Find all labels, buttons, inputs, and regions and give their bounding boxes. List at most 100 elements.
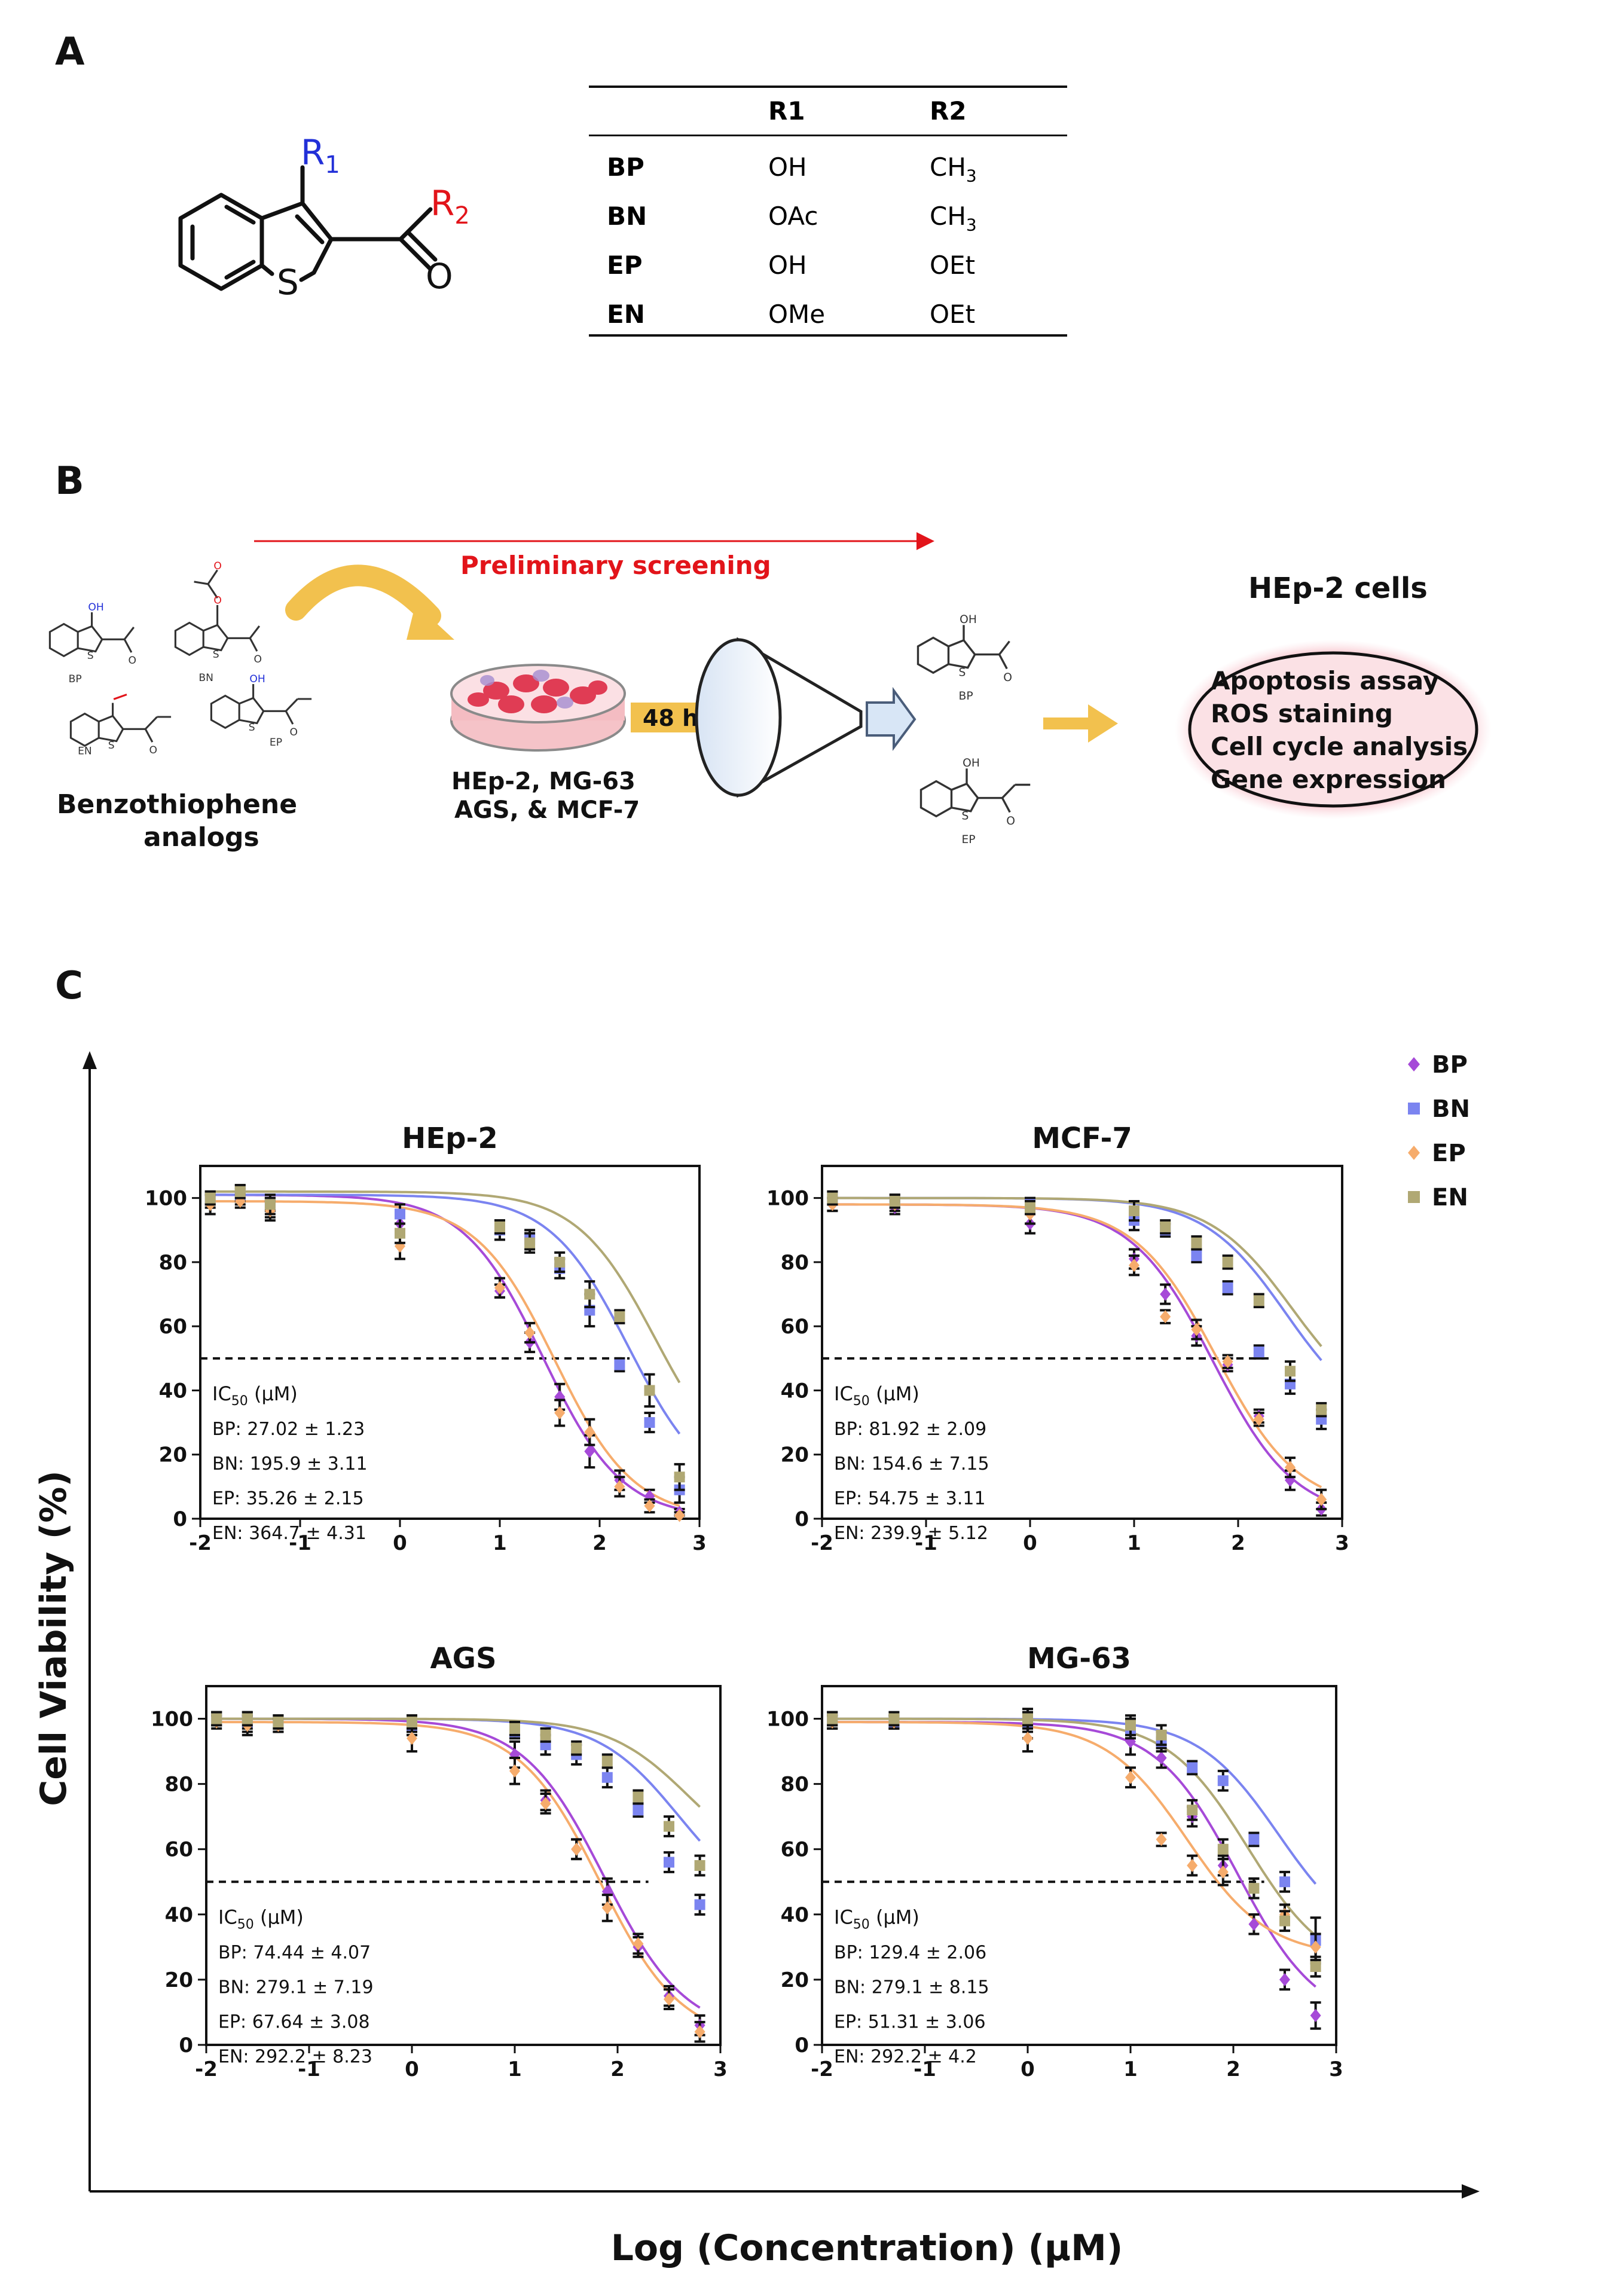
ic50-value-ep: EP: 54.75 ± 3.11 — [834, 1488, 986, 1509]
x-tick-label: 3 — [692, 1531, 707, 1555]
legend-label-bn: BN — [1432, 1095, 1470, 1123]
plot-title: HEp-2 — [402, 1122, 498, 1155]
ic50-separator: : — [859, 1523, 870, 1544]
y-tick-label: 20 — [781, 1443, 809, 1467]
fit-curve-bn — [832, 1196, 1322, 1361]
data-point-ep — [1316, 1492, 1327, 1506]
x-tick-label: 0 — [1023, 1531, 1037, 1555]
r2-text: OEt — [930, 300, 976, 329]
svg-text:EP: EP — [270, 737, 282, 749]
y-tick-label: 40 — [781, 1379, 809, 1403]
svg-text:O: O — [1006, 815, 1015, 828]
data-point-ep — [664, 1992, 674, 2006]
data-point-bn — [1187, 1762, 1198, 1773]
svg-text:EP: EP — [962, 833, 976, 846]
y-tick-label: 60 — [159, 1315, 187, 1339]
data-point-ep — [494, 1281, 505, 1294]
data-point-en — [1160, 1221, 1171, 1232]
panel-label-c: C — [55, 964, 83, 1008]
x-tick-label: 3 — [1335, 1531, 1349, 1555]
ic50-value-ep: EP: 35.26 ± 2.15 — [212, 1488, 364, 1509]
data-point-bn — [1222, 1282, 1233, 1293]
x-tick-label: 3 — [713, 2057, 728, 2081]
y-tick-label: 20 — [159, 1443, 187, 1467]
data-point-en — [584, 1289, 595, 1300]
workflow-diagram: Preliminary screening OH S O BP O — [48, 532, 1492, 853]
ic50-separator: : — [240, 2011, 252, 2032]
y-tick-label: 40 — [159, 1379, 187, 1403]
target-title: HEp-2 cells — [1248, 572, 1428, 605]
selected-molecule-bp: OH S O BP — [916, 613, 1012, 703]
x-tick-label: 0 — [1021, 2057, 1035, 2081]
fit-curve-ep — [216, 1721, 701, 2018]
plot-frame — [821, 1165, 1343, 1520]
table-cell-r1: OH — [768, 251, 807, 280]
ic50-value-bp: BP: 74.44 ± 4.07 — [218, 1942, 371, 1963]
data-point-bp — [1248, 1918, 1260, 1931]
fit-curve-en — [832, 1196, 1322, 1347]
data-point-ep — [395, 1239, 405, 1253]
assay-ros: ROS staining — [1211, 699, 1393, 728]
svg-text:O: O — [128, 655, 136, 667]
r1-label: R1 — [301, 132, 340, 179]
data-point-en — [1222, 1256, 1233, 1268]
ic50-heading: IC50 (µM) — [212, 1382, 298, 1409]
ic50-value-en: EN: 364.7 ± 4.31 — [212, 1523, 366, 1544]
data-point-ep — [614, 1480, 625, 1494]
data-point-en — [888, 1713, 900, 1724]
fit-curve-bn — [216, 1717, 701, 1842]
ic50-value-ep: EP: 51.31 ± 3.06 — [834, 2011, 986, 2032]
ic50-value-bn: BN: 279.1 ± 7.19 — [218, 1977, 374, 1998]
plot-ags: AGS -2 -1 0 1 2 3 0 20 40 60 80 100 IC50 (µM) BP: 74.4… — [151, 1642, 728, 2081]
data-point-bn — [1217, 1775, 1229, 1787]
plot-mcf-7: MCF-7 -2 -1 0 1 2 3 0 20 40 60 80 100 IC50 (µM) BP: 81… — [766, 1122, 1349, 1555]
table-cell-compound: BN — [607, 201, 647, 231]
x-tick-label: 2 — [1231, 1531, 1245, 1555]
data-point-ep — [540, 1797, 551, 1810]
fit-curve-ep — [832, 1203, 1322, 1489]
x-tick-label: 2 — [592, 1531, 607, 1555]
x-tick-label: 0 — [393, 1531, 407, 1555]
legend-marker-bp — [1408, 1057, 1420, 1071]
x-tick-label: 0 — [405, 2057, 419, 2081]
ic50-value-en: EN: 292.2 ± 8.23 — [218, 2046, 372, 2067]
data-point-bn — [644, 1417, 655, 1428]
data-point-en — [264, 1199, 276, 1210]
data-point-ep — [1217, 1865, 1229, 1879]
data-point-bp — [1310, 2008, 1321, 2022]
molecule-en: S O EN — [69, 694, 172, 757]
legend-label-ep: EP — [1432, 1140, 1466, 1167]
x-tick-label: -1 — [914, 2057, 936, 2081]
ic50-separator: : — [860, 1454, 872, 1474]
cell-lines-line2: AGS, & MCF-7 — [454, 796, 640, 824]
data-point-en — [664, 1821, 674, 1832]
y-tick-label: 80 — [781, 1251, 809, 1275]
molecule-bp: OH S O BP — [48, 602, 136, 685]
table-cell-compound: BP — [607, 152, 644, 182]
ic50-value-bp: BP: 27.02 ± 1.23 — [212, 1419, 365, 1440]
legend-label-bp: BP — [1432, 1051, 1468, 1079]
svg-text:OH: OH — [249, 673, 265, 685]
data-point-en — [509, 1723, 520, 1734]
svg-text:S: S — [249, 722, 255, 734]
r2-subscript: 3 — [966, 215, 977, 235]
data-point-en — [614, 1311, 625, 1323]
data-point-ep — [1187, 1859, 1198, 1872]
ic50-heading: IC50 (µM) — [218, 1906, 304, 1932]
x-tick-label: -2 — [195, 2057, 218, 2081]
svg-text:BN: BN — [198, 672, 213, 684]
data-point-en — [1187, 1805, 1198, 1816]
svg-text:S: S — [962, 810, 969, 822]
data-point-ep — [584, 1425, 595, 1439]
data-point-en — [1022, 1713, 1033, 1724]
table-cell-compound: EP — [607, 251, 643, 280]
x-tick-label: 1 — [1123, 2057, 1138, 2081]
data-point-en — [395, 1228, 405, 1239]
data-point-en — [242, 1713, 253, 1724]
x-tick-label: -1 — [289, 1531, 311, 1555]
data-point-en — [633, 1791, 644, 1803]
data-point-ep — [1125, 1770, 1136, 1784]
assay-gene-expression: Gene expression — [1211, 765, 1446, 794]
molecule-bn: O O S O BN — [174, 560, 262, 684]
y-tick-label: 100 — [151, 1708, 193, 1732]
